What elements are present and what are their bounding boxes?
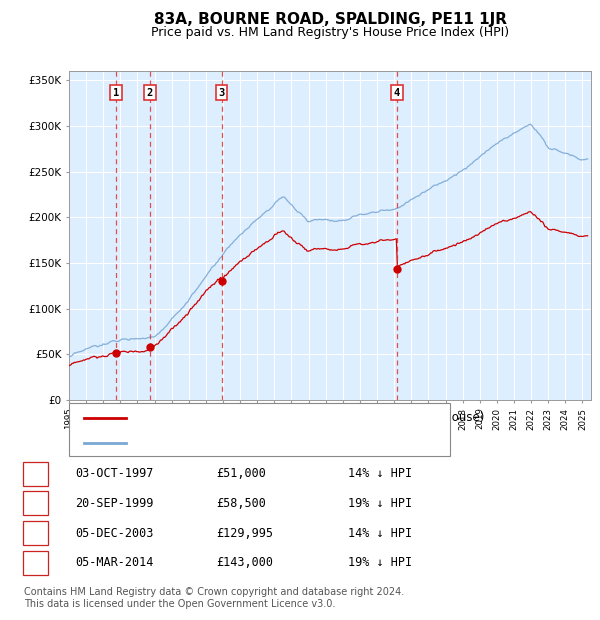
Text: 05-MAR-2014: 05-MAR-2014 (75, 557, 154, 569)
Text: 4: 4 (32, 557, 39, 569)
Text: 3: 3 (32, 527, 39, 539)
Text: £143,000: £143,000 (216, 557, 273, 569)
Text: 14% ↓ HPI: 14% ↓ HPI (348, 467, 412, 480)
Text: 14% ↓ HPI: 14% ↓ HPI (348, 527, 412, 539)
Bar (150, 71, 221, 400)
Text: 83A, BOURNE ROAD, SPALDING, PE11 1JR: 83A, BOURNE ROAD, SPALDING, PE11 1JR (154, 12, 506, 27)
Text: 2: 2 (32, 497, 39, 510)
Bar (397, 71, 591, 400)
Text: 19% ↓ HPI: 19% ↓ HPI (348, 557, 412, 569)
Text: 2: 2 (146, 87, 153, 98)
Text: 03-OCT-1997: 03-OCT-1997 (75, 467, 154, 480)
Text: 20-SEP-1999: 20-SEP-1999 (75, 497, 154, 510)
Text: HPI: Average price, detached house, South Holland: HPI: Average price, detached house, Sout… (133, 436, 434, 449)
Bar (221, 71, 397, 400)
Text: £51,000: £51,000 (216, 467, 266, 480)
Text: Price paid vs. HM Land Registry's House Price Index (HPI): Price paid vs. HM Land Registry's House … (151, 26, 509, 39)
Text: 1: 1 (32, 467, 39, 480)
Text: 1: 1 (113, 87, 119, 98)
Text: Contains HM Land Registry data © Crown copyright and database right 2024.
This d: Contains HM Land Registry data © Crown c… (24, 587, 404, 609)
Text: 83A, BOURNE ROAD, SPALDING, PE11 1JR (detached house): 83A, BOURNE ROAD, SPALDING, PE11 1JR (de… (133, 411, 485, 424)
Text: 19% ↓ HPI: 19% ↓ HPI (348, 497, 412, 510)
Text: 05-DEC-2003: 05-DEC-2003 (75, 527, 154, 539)
Text: £129,995: £129,995 (216, 527, 273, 539)
Text: 3: 3 (218, 87, 225, 98)
Bar (116, 71, 150, 400)
Bar (69, 71, 116, 400)
Text: 4: 4 (394, 87, 400, 98)
Text: £58,500: £58,500 (216, 497, 266, 510)
